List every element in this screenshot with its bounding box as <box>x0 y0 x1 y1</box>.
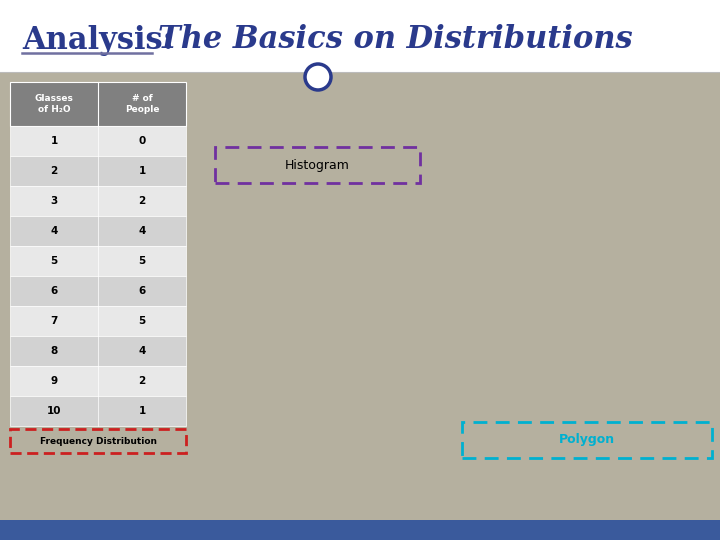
Bar <box>10 366 186 396</box>
Text: Glasses
of H₂O: Glasses of H₂O <box>35 94 73 114</box>
Text: Histogram: Histogram <box>285 159 350 172</box>
Text: 3: 3 <box>50 196 58 206</box>
Text: Analysis:: Analysis: <box>22 24 174 56</box>
Bar <box>10 336 186 366</box>
Bar <box>10 216 186 246</box>
Text: 5: 5 <box>50 256 58 266</box>
Text: 1: 1 <box>50 136 58 146</box>
Bar <box>10 186 186 216</box>
Bar <box>266 439 277 512</box>
Text: 6: 6 <box>138 286 145 296</box>
Text: 4: 4 <box>50 226 58 236</box>
Bar <box>10 126 186 156</box>
Text: 6: 6 <box>50 286 58 296</box>
Text: 2: 2 <box>138 196 145 206</box>
Bar <box>10 82 186 126</box>
Text: The Basics on Distributions: The Basics on Distributions <box>158 24 633 56</box>
Text: 2: 2 <box>50 166 58 176</box>
Bar <box>246 476 257 512</box>
Bar <box>10 429 186 453</box>
Bar <box>0 520 720 540</box>
Bar <box>0 72 720 520</box>
Text: 0: 0 <box>138 136 145 146</box>
Bar <box>347 329 359 512</box>
Text: 4: 4 <box>138 346 145 356</box>
Bar <box>287 366 297 512</box>
Text: 1: 1 <box>138 166 145 176</box>
Text: 5: 5 <box>138 316 145 326</box>
Text: Frequency Distribution: Frequency Distribution <box>40 436 156 446</box>
Text: # of
People: # of People <box>125 94 159 114</box>
Title: Glasses of Water: Glasses of Water <box>276 190 369 200</box>
Bar <box>10 246 186 276</box>
Title: Glasses of Water: Glasses of Water <box>540 78 634 88</box>
Bar <box>388 439 399 512</box>
Text: 5: 5 <box>138 256 145 266</box>
Bar <box>368 366 379 512</box>
Text: 10: 10 <box>47 406 61 416</box>
Text: 2: 2 <box>138 376 145 386</box>
Bar <box>462 422 712 458</box>
Text: 9: 9 <box>50 376 58 386</box>
Text: 4: 4 <box>138 226 145 236</box>
Bar <box>408 476 419 512</box>
Text: 1: 1 <box>138 406 145 416</box>
Bar <box>0 0 720 72</box>
Circle shape <box>305 64 331 90</box>
Bar <box>10 276 186 306</box>
Bar <box>215 147 420 183</box>
Text: 8: 8 <box>50 346 58 356</box>
Bar <box>327 293 338 512</box>
Bar <box>10 156 186 186</box>
Text: 7: 7 <box>50 316 58 326</box>
Text: Polygon: Polygon <box>559 434 615 447</box>
Bar <box>10 306 186 336</box>
Bar <box>10 396 186 426</box>
Bar <box>307 329 318 512</box>
